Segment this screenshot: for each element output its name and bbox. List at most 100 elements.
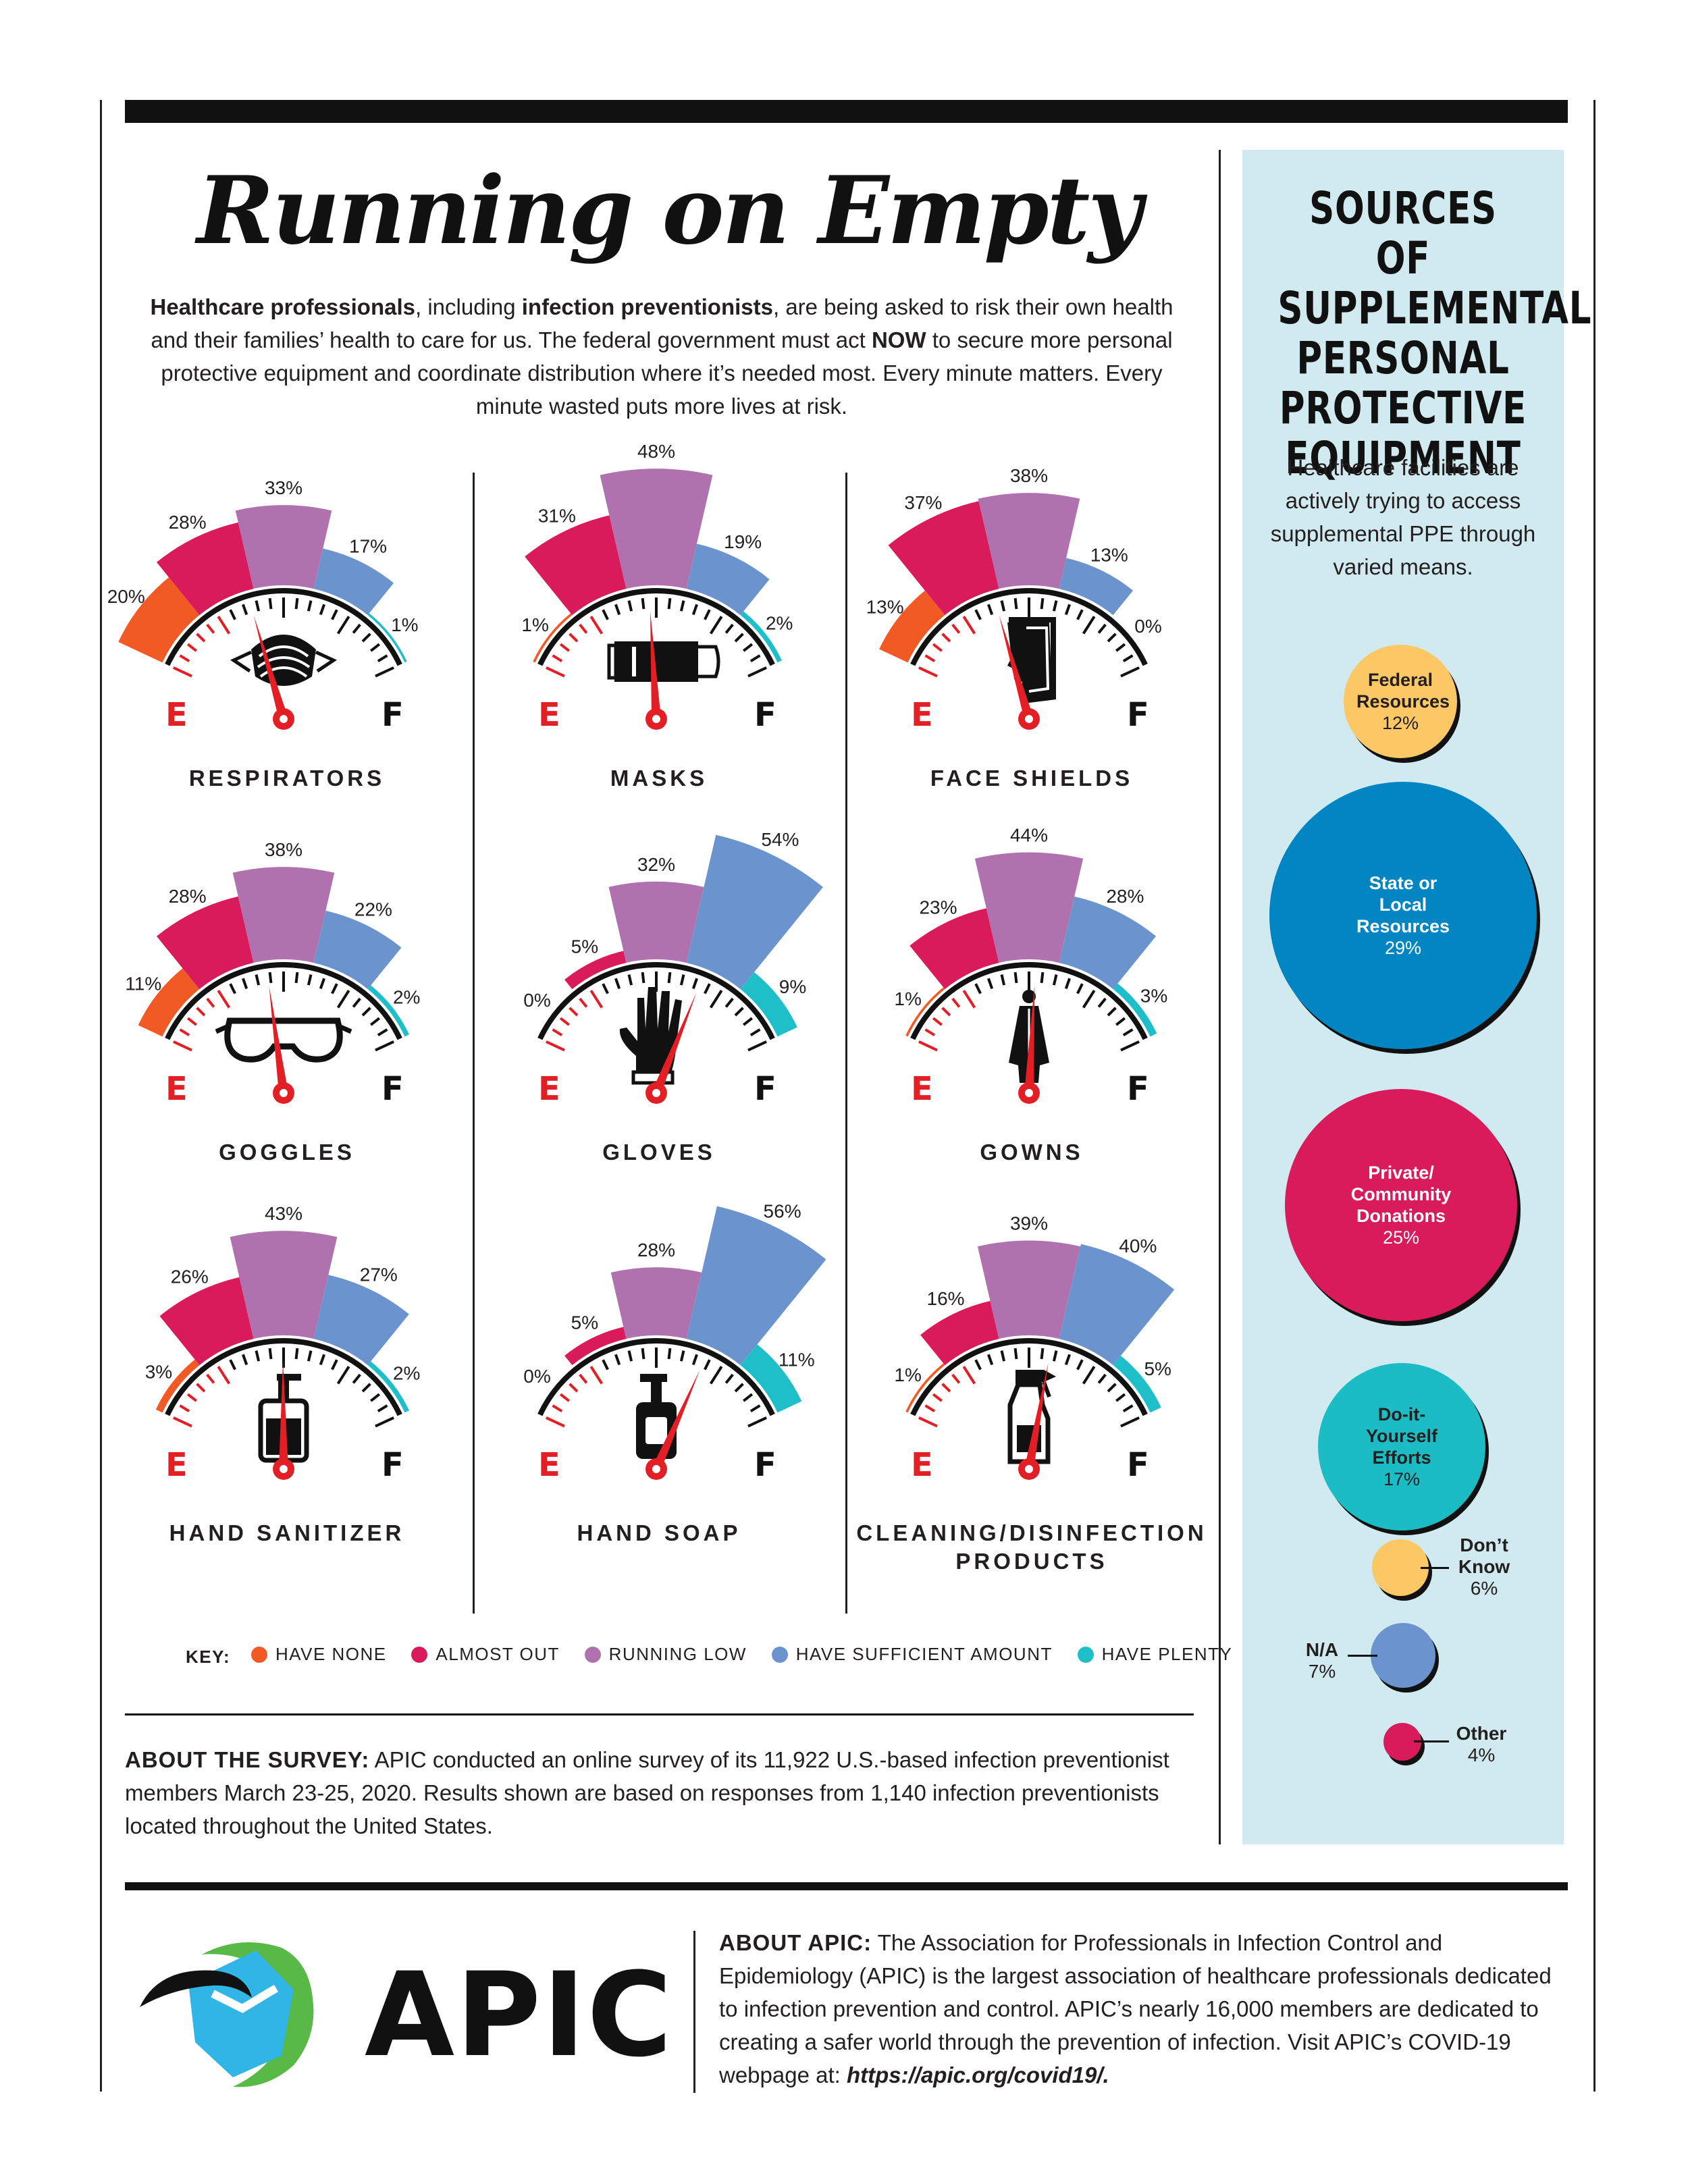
logo-green-swoosh [202, 1942, 314, 2087]
gauge-tick [1076, 609, 1084, 620]
gauge-value-label: 32% [637, 854, 675, 875]
gauge-tick [641, 597, 645, 610]
gauge-segment [977, 1240, 1081, 1339]
gauge-gowns: 1% 23% 44% 28% 3% E F [894, 825, 1167, 1108]
gauge-tick [229, 983, 236, 994]
gauge-empty-label: E [538, 696, 560, 734]
about-apic: ABOUT APIC: The Association for Professi… [719, 1926, 1556, 2092]
gauge-tick [268, 597, 273, 610]
survey-divider [125, 1713, 1194, 1715]
gauge-tick [375, 1040, 394, 1052]
connector-dont-know [1421, 1567, 1449, 1569]
gauge-tick [370, 1393, 381, 1402]
mask-icon [609, 641, 718, 682]
gauge-tick [375, 1416, 394, 1428]
gauge-tick [749, 1404, 761, 1413]
gauge-value-label: 5% [1144, 1358, 1171, 1379]
gauge-segment [905, 987, 945, 1037]
gauge-value-label: 26% [171, 1267, 209, 1287]
gauge-tick [179, 654, 190, 663]
gauge-tick [546, 666, 565, 678]
gauge-segment [909, 908, 999, 990]
bubble-private: Private/ Community Donations 25% [1285, 1089, 1517, 1321]
gauge-tick [196, 1383, 206, 1393]
gauge-tick [546, 1040, 565, 1052]
gauge-tick [987, 604, 994, 616]
glove-icon [620, 987, 682, 1083]
gauge-value-label: 37% [904, 492, 942, 513]
gauge-empty-label: E [165, 696, 188, 734]
gauge-tick [552, 654, 563, 663]
gauge-tick [641, 971, 645, 984]
gauge-tick [743, 1017, 754, 1026]
gauge-value-label: 1% [894, 988, 921, 1009]
top-bar [125, 100, 1568, 123]
gauge-tick [724, 1373, 734, 1384]
gauge-full-label: F [754, 1446, 776, 1484]
about-survey-text: APIC conducted an online survey of its 1… [125, 1747, 1169, 1838]
gauge-tick [569, 1383, 579, 1393]
gauge-needle [652, 1370, 700, 1471]
gauge-segment [608, 881, 704, 963]
gauge-value-label: 40% [1119, 1235, 1157, 1256]
about-apic-text: The Association for Professionals in Inf… [719, 1930, 1552, 2087]
gauge-tick [229, 1359, 236, 1370]
gauge-tick [579, 1373, 588, 1384]
gauge-needle [999, 615, 1034, 720]
gauge-value-label: 28% [1106, 886, 1144, 907]
gauge-tick [336, 616, 350, 635]
gauge-tick [1082, 990, 1096, 1009]
gauge-tick [1064, 1354, 1071, 1366]
gauge-segment [1059, 1244, 1175, 1366]
legend-label: KEY: [186, 1646, 231, 1667]
gauge-cleaning-disinfection-products: 1% 16% 39% 40% 5% E F [894, 1213, 1175, 1484]
gauge-title-goggles: GOGGLES [219, 1140, 355, 1165]
gauge-tick [614, 1354, 621, 1366]
gauge-value-label: 19% [724, 531, 762, 552]
gauge-value-label: 11% [125, 974, 161, 994]
gauge-tick [1052, 600, 1058, 612]
gauge-value-label: 0% [523, 990, 550, 1011]
gauge-tick [173, 1416, 192, 1428]
gauge-tick [743, 643, 754, 652]
intro-text-3: to secure more personal protective equip… [161, 327, 1173, 419]
gauge-segment [159, 1277, 254, 1366]
gauge-tick [569, 1007, 579, 1017]
gauge-tick [1122, 1028, 1134, 1037]
gauge-tick [179, 1028, 190, 1037]
gauge-tick [1052, 1350, 1058, 1362]
gauge-tick [602, 983, 609, 994]
legend-item-almost-out: ALMOST OUT [411, 1644, 560, 1665]
bubble-na [1371, 1623, 1435, 1688]
gauge-tick [962, 616, 976, 635]
gauge-value-label: 17% [349, 536, 387, 557]
gauge-tick [962, 1366, 976, 1385]
gauge-tick [1107, 1007, 1117, 1017]
gauge-value-label: 20% [107, 586, 145, 607]
gauge-full-label: F [1127, 696, 1149, 734]
gauge-empty-label: E [911, 696, 933, 734]
gauge-tick [1013, 971, 1018, 984]
gauge-segment [230, 1231, 338, 1339]
gauge-segment [564, 951, 627, 990]
gauge-tick [217, 990, 231, 1009]
gauge-tick [217, 1366, 231, 1385]
gauge-tick [951, 623, 961, 634]
gauge-tick [987, 1354, 994, 1366]
bubble-value: 25% [1382, 1227, 1420, 1248]
gauge-tick [1040, 597, 1045, 610]
gauge-segment [920, 1300, 999, 1366]
covid-link[interactable]: https://apic.org/covid19/. [846, 2062, 1109, 2087]
gauge-value-label: 3% [1140, 985, 1167, 1006]
legend-text: HAVE NONE [275, 1644, 387, 1664]
gauge-tick [724, 623, 734, 634]
gauge-needle [253, 615, 288, 720]
gauge-tick [186, 1393, 197, 1402]
label-name: Don’t Know [1458, 1535, 1510, 1577]
gauge-value-label: 44% [1010, 825, 1048, 846]
gauge-segment [138, 968, 200, 1037]
gauge-tick [319, 978, 325, 990]
label-value: 4% [1467, 1744, 1496, 1765]
legend-swatch [771, 1646, 788, 1663]
gauge-value-label: 28% [169, 886, 207, 907]
